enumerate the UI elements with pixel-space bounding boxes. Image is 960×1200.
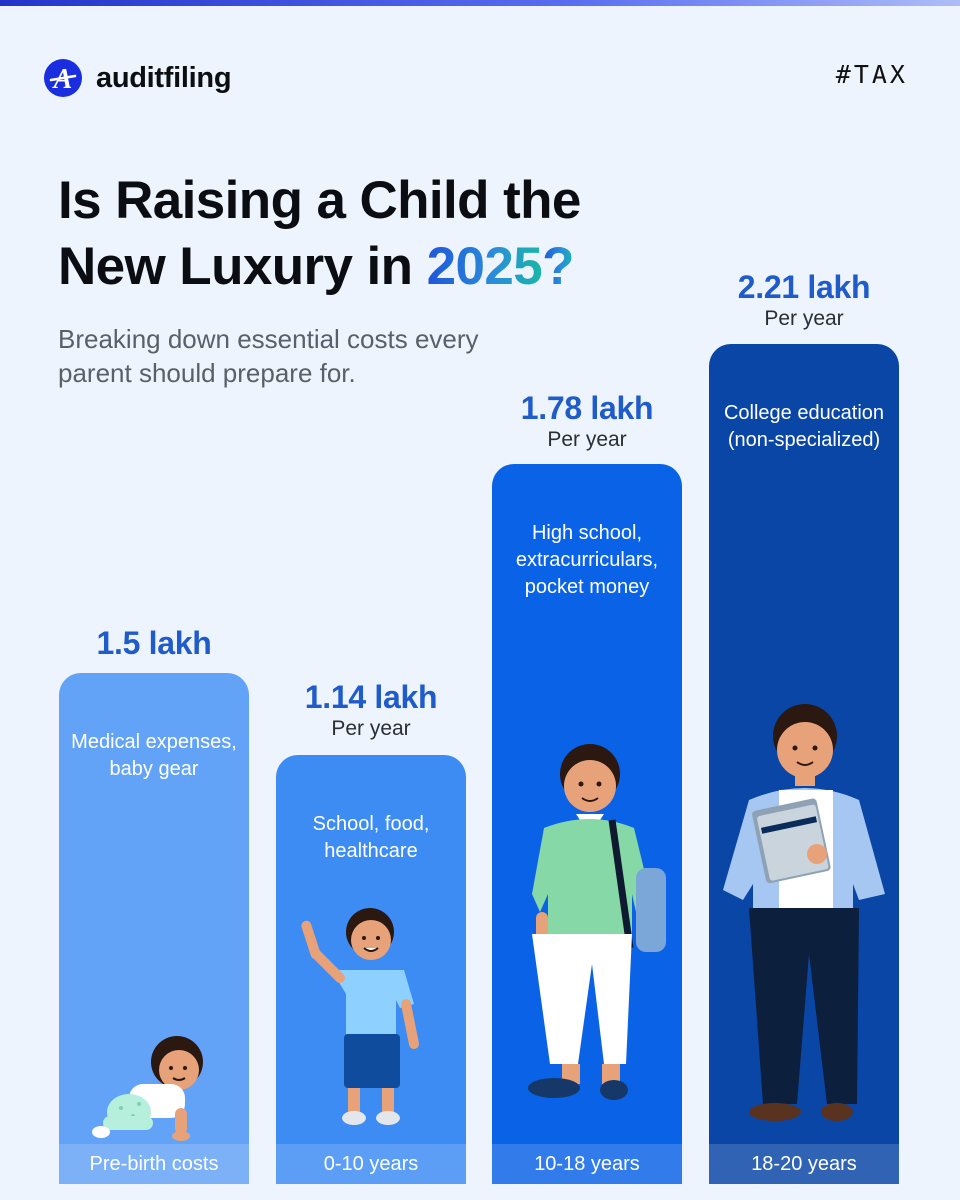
bar-description: Medical expenses, baby gear [71, 731, 237, 780]
subtitle: Breaking down essential costs every pare… [58, 324, 479, 388]
child-illustration [301, 908, 419, 1125]
value-label-pre-birth: 1.5 lakh [59, 624, 249, 662]
title-question-mark: ? [542, 237, 574, 296]
hashtag: #TAX [835, 60, 908, 89]
value-label-18-20: 2.21 lakh Per year [709, 268, 899, 332]
bar-description: College education (non-specialized) [723, 402, 885, 451]
bar-pre-birth: Medical expenses, baby gear Pre-birth co… [59, 673, 249, 1184]
value-text: 1.78 lakh [520, 390, 654, 426]
period-text: Per year [331, 717, 411, 740]
bar-18-20-years: College education (non-specialized) 18-2… [709, 344, 899, 1184]
top-accent-bar [0, 0, 960, 6]
bar-category: 0-10 years [276, 1144, 466, 1184]
value-label-10-18: 1.78 lakh Per year [492, 389, 682, 453]
period-text: Per year [764, 307, 844, 330]
bar-0-10-years: School, food, healthcare 0-10 years [276, 755, 466, 1184]
page-title: Is Raising a Child the New Luxury in 202… [58, 168, 678, 300]
value-text: 2.21 lakh [737, 269, 871, 305]
value-text: 1.5 lakh [96, 625, 212, 661]
bar-category: 18-20 years [709, 1144, 899, 1184]
title-year: 2025 [426, 237, 543, 296]
svg-text:A: A [52, 64, 73, 95]
auditfiling-logo-icon: A [44, 59, 82, 97]
bar-description: School, food, healthcare [312, 813, 430, 862]
value-text: 1.14 lakh [304, 679, 438, 715]
teen-with-backpack-illustration [528, 744, 666, 1100]
brand-name: auditfiling [96, 61, 232, 94]
bar-description: High school, extracurriculars, pocket mo… [515, 522, 659, 598]
title-line-2: New Luxury in [58, 237, 427, 296]
value-label-0-10: 1.14 lakh Per year [276, 678, 466, 742]
bar-category: 10-18 years [492, 1144, 682, 1184]
crawling-baby-illustration [92, 1036, 203, 1141]
brand: A auditfiling [44, 58, 232, 98]
bar-10-18-years: High school, extracurriculars, pocket mo… [492, 464, 682, 1184]
title-line-1: Is Raising a Child the [58, 171, 581, 230]
college-student-illustration [723, 704, 885, 1121]
bar-category: Pre-birth costs [59, 1144, 249, 1184]
period-text: Per year [547, 428, 627, 451]
